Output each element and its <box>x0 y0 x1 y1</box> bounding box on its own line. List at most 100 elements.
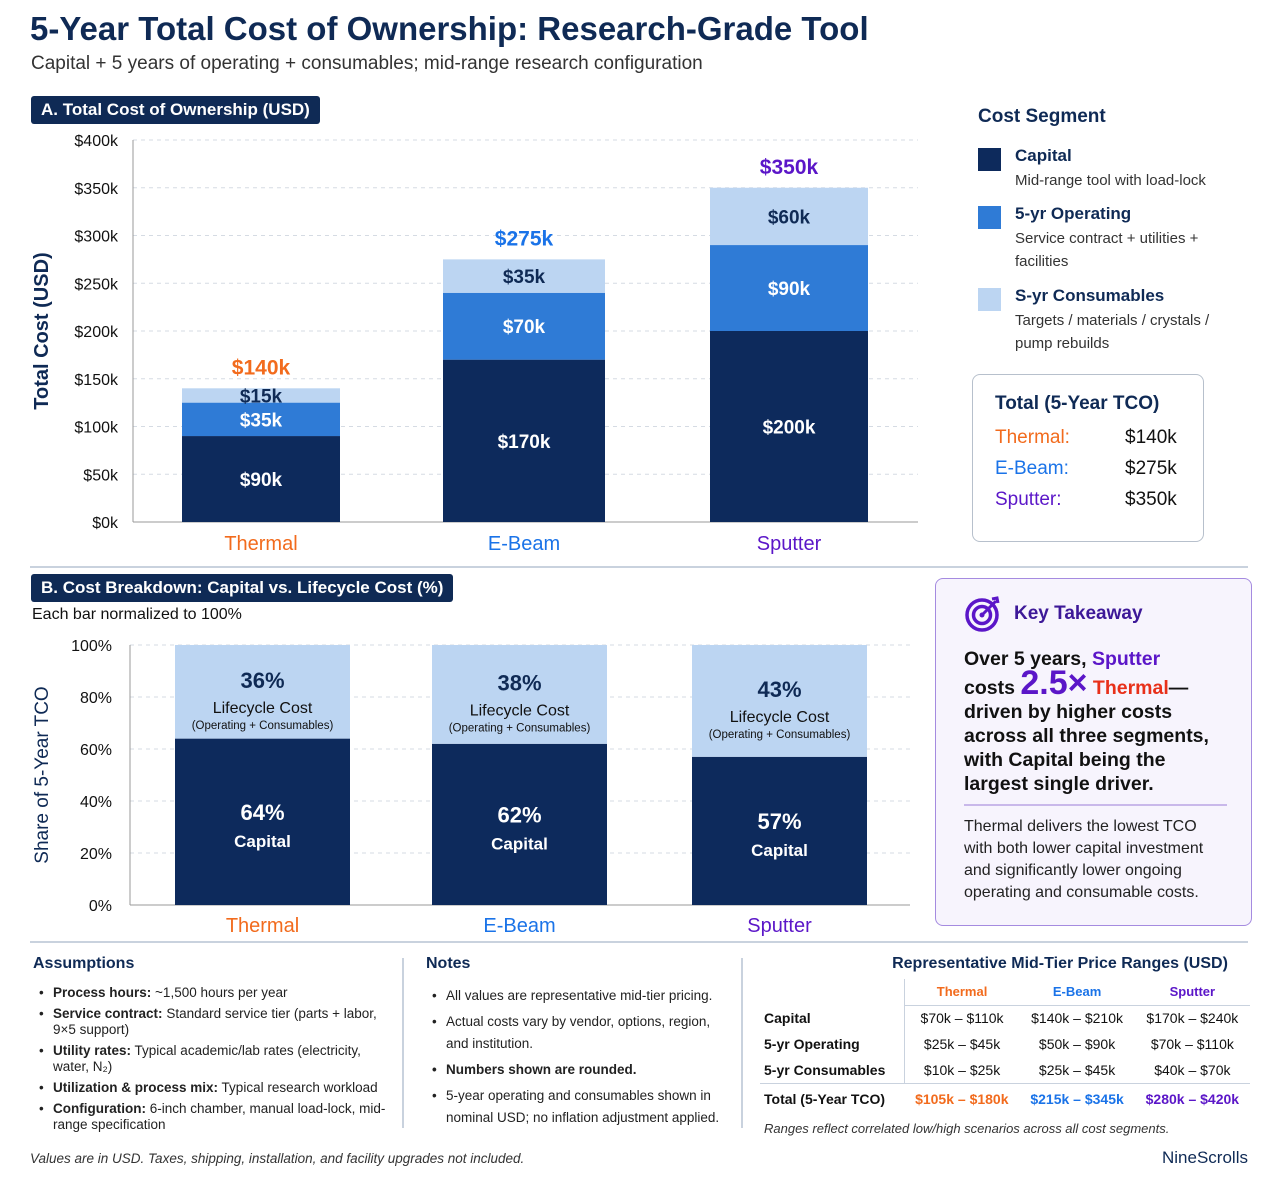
capital-swatch <box>978 148 1001 171</box>
x-tick-label: Thermal <box>224 533 297 555</box>
bar-segment--yr-operating <box>710 245 868 331</box>
y-tick-label: $250k <box>74 276 119 293</box>
bar-segment--yr-operating <box>182 402 340 437</box>
totals-row: Thermal: $140k <box>995 427 1181 449</box>
chart-a-title: A. Total Cost of Ownership (USD) <box>31 96 320 124</box>
totals-value: $140k <box>1125 427 1177 448</box>
y-tick-label: $350k <box>74 181 119 198</box>
operating-swatch <box>978 206 1001 229</box>
chart-a: $0k $50k $100k $150k $200k $250k $300k $350k $40… <box>31 133 918 555</box>
chart-b: 0% 20% 40% 60% 80% 100% Share of 5-Year TCO 36%… <box>32 638 910 937</box>
data-label: $90k <box>240 470 283 491</box>
total-label: $350k <box>760 156 819 179</box>
legend-item-capital: Capital Mid-range tool with load-lock <box>978 146 1215 192</box>
bar-segment-capital <box>432 743 607 905</box>
assumption-item: Utilization & process mix: Typical resea… <box>33 1080 393 1096</box>
assumption-item: Utility rates: Typical academic/lab rate… <box>33 1043 393 1075</box>
takeaway-main: Over 5 years, Sputter costs 2.5× Thermal—… <box>964 647 1227 796</box>
takeaway-text: Over 5 years, <box>964 648 1092 670</box>
legend-desc: Service contract + utilities + facilitie… <box>1015 230 1199 270</box>
note-item: All values are representative mid-tier p… <box>426 985 726 1007</box>
lifecycle-label: Lifecycle Cost <box>213 700 313 717</box>
lifecycle-percent-label: 36% <box>240 668 284 693</box>
capital-label: Capital <box>491 834 548 853</box>
y-tick-label: $100k <box>74 420 119 437</box>
y-tick-label: 100% <box>71 638 112 655</box>
lifecycle-note: (Operating + Consumables) <box>449 722 591 734</box>
totals-row: E-Beam: $275k <box>995 458 1181 480</box>
data-label: $70k <box>503 317 546 338</box>
lifecycle-label: Lifecycle Cost <box>730 709 830 726</box>
totals-row: Sputter: $350k <box>995 489 1181 511</box>
chart-b-subtitle: Each bar normalized to 100% <box>32 606 242 623</box>
column-divider <box>402 958 404 1128</box>
page-title: 5-Year Total Cost of Ownership: Research… <box>30 10 869 47</box>
total-label: $140k <box>232 356 291 379</box>
row-label: 5-yr Operating <box>760 1031 905 1057</box>
column-divider <box>741 958 743 1128</box>
table-row: 5-yr Consumables $10k – $25k $25k – $45k $4… <box>760 1057 1250 1083</box>
notes-title: Notes <box>426 955 471 972</box>
assumption-key: Utility rates: <box>53 1043 132 1058</box>
assumption-key: Service contract: <box>53 1006 163 1021</box>
bar-segment-capital <box>175 738 350 905</box>
assumption-value: Standard service tier (parts + labor, 9×… <box>53 1006 377 1037</box>
bar-segment--yr-operating <box>443 292 605 360</box>
assumption-key: Utilization & process mix: <box>53 1080 219 1095</box>
legend-desc: Targets / materials / crystals / pump re… <box>1015 312 1210 352</box>
y-tick-label: 0% <box>89 898 112 915</box>
total-cell: $280k – $420k <box>1134 1082 1250 1115</box>
table-cell: $25k – $45k <box>923 1036 1001 1052</box>
legend-title: Cost Segment <box>978 106 1106 127</box>
takeaway-ratio: 2.5× <box>1020 664 1088 702</box>
x-tick-label: Sputter <box>757 533 822 555</box>
total-cell: $105k – $180k <box>904 1082 1020 1115</box>
lifecycle-percent-label: 38% <box>497 670 541 695</box>
table-cell: $25k – $45k <box>1038 1061 1116 1078</box>
y-tick-label: $200k <box>74 324 119 341</box>
total-cell: $215k – $345k <box>1019 1082 1135 1115</box>
capital-percent-label: 57% <box>757 809 801 834</box>
lifecycle-label: Lifecycle Cost <box>470 702 570 719</box>
takeaway-text: —driven by higher costs across all three… <box>964 677 1209 795</box>
capital-percent-label: 64% <box>240 800 284 825</box>
takeaway-title: Key Takeaway <box>1014 603 1143 624</box>
y-tick-label: 20% <box>80 846 112 863</box>
bar-segment-capital <box>710 331 868 522</box>
assumption-key: Configuration: <box>53 1101 146 1116</box>
assumption-value: Typical research workload <box>218 1080 378 1095</box>
bar-segment-capital <box>692 756 867 905</box>
y-tick-label: $400k <box>74 133 119 150</box>
legend-name: Capital <box>1015 146 1072 165</box>
takeaway-sputter: Sputter <box>1091 648 1161 670</box>
table-cell: $50k – $90k <box>1038 1036 1116 1052</box>
column-header: Thermal <box>904 979 1020 1006</box>
brand-logo: NineScrolls <box>1162 1148 1248 1167</box>
consumables-swatch <box>978 288 1001 311</box>
total-label: $275k <box>495 227 554 250</box>
lifecycle-percent-label: 43% <box>757 677 801 702</box>
assumptions-section: Assumptions Process hours: ~1,500 hours … <box>33 955 393 1138</box>
bar-segment--yr-consumables <box>710 187 868 246</box>
column-header: E-Beam <box>1019 979 1135 1006</box>
capital-label: Capital <box>751 841 808 860</box>
legend-item-operating: 5-yr Operating Service contract + utiliti… <box>978 204 1215 273</box>
y-tick-label: $0k <box>92 515 119 532</box>
y-tick-label: 60% <box>80 742 112 759</box>
price-ranges-section: Representative Mid-Tier Price Ranges (US… <box>760 955 1250 1136</box>
chart-b-title: B. Cost Breakdown: Capital vs. Lifecycle… <box>31 574 454 602</box>
legend-desc: Mid-range tool with load-lock <box>1015 172 1206 189</box>
legend-name: S-yr Consumables <box>1015 286 1165 305</box>
x-tick-label: Thermal <box>226 915 299 937</box>
takeaway-sub: Thermal delivers the lowest TCO with bot… <box>964 817 1204 901</box>
table-row: 5-yr Operating $25k – $45k $50k – $90k $70k… <box>760 1031 1250 1057</box>
table-cell: $70k – $110k <box>1150 1036 1234 1052</box>
y-axis-label: Share of 5-Year TCO <box>32 686 53 863</box>
y-tick-label: $50k <box>83 467 119 484</box>
data-label: $35k <box>240 410 283 431</box>
assumption-item: Configuration: 6-inch chamber, manual lo… <box>33 1101 393 1133</box>
assumption-value: 6-inch chamber, manual load-lock, mid-ra… <box>53 1101 386 1132</box>
note-item: Numbers shown are rounded. <box>426 1059 726 1081</box>
y-tick-label: $300k <box>74 229 119 246</box>
section-divider <box>30 941 1248 943</box>
